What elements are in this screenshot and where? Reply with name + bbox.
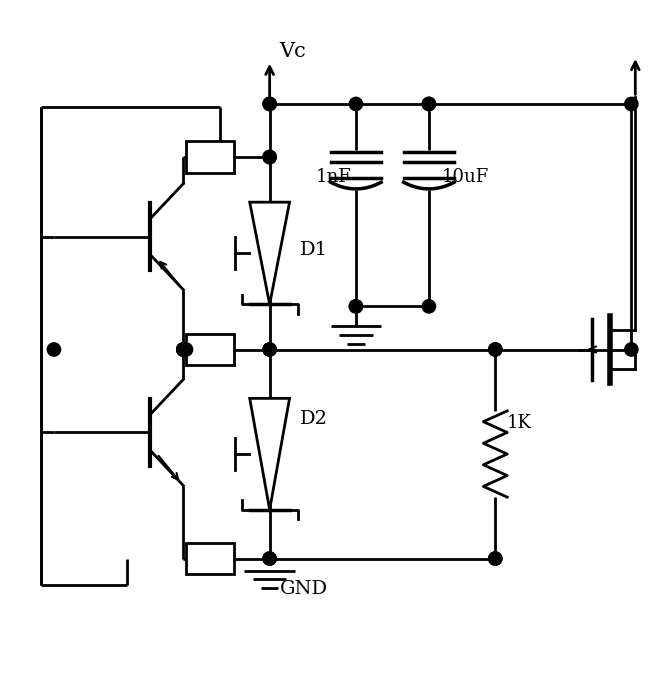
Circle shape: [349, 300, 363, 313]
Text: 1nF: 1nF: [316, 168, 352, 186]
Circle shape: [263, 552, 276, 565]
Circle shape: [263, 343, 276, 356]
Text: Vc: Vc: [280, 42, 306, 61]
Bar: [186, 141, 234, 173]
Circle shape: [179, 343, 193, 356]
Circle shape: [422, 97, 435, 110]
Circle shape: [489, 343, 502, 356]
Bar: [186, 333, 234, 366]
Circle shape: [625, 97, 638, 110]
Circle shape: [263, 150, 276, 164]
Circle shape: [263, 552, 276, 565]
Circle shape: [422, 97, 435, 110]
Circle shape: [489, 552, 502, 565]
Circle shape: [177, 343, 190, 356]
Circle shape: [263, 97, 276, 110]
Circle shape: [47, 343, 60, 356]
Circle shape: [177, 343, 190, 356]
Circle shape: [263, 150, 276, 164]
Text: 10uF: 10uF: [442, 168, 489, 186]
Polygon shape: [250, 398, 290, 510]
Circle shape: [489, 552, 502, 565]
Circle shape: [422, 300, 435, 313]
Circle shape: [349, 97, 363, 110]
Circle shape: [625, 343, 638, 356]
Text: D1: D1: [300, 241, 327, 259]
Polygon shape: [250, 202, 290, 304]
Circle shape: [177, 343, 190, 356]
Circle shape: [263, 343, 276, 356]
Bar: [186, 542, 234, 575]
Circle shape: [263, 97, 276, 110]
Text: D2: D2: [300, 410, 327, 428]
Text: 1K: 1K: [507, 414, 532, 431]
Circle shape: [489, 343, 502, 356]
Circle shape: [349, 300, 363, 313]
Text: GND: GND: [280, 580, 328, 598]
Circle shape: [177, 343, 190, 356]
